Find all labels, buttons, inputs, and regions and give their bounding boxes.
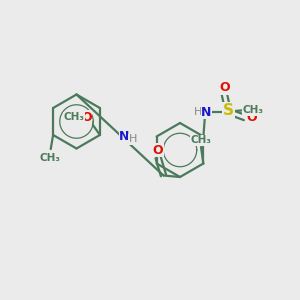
Text: H: H (129, 134, 137, 145)
Text: H: H (194, 107, 202, 118)
Text: CH₃: CH₃ (190, 135, 212, 146)
Text: CH₃: CH₃ (243, 105, 264, 115)
Text: N: N (119, 130, 130, 143)
Text: O: O (246, 111, 257, 124)
Text: O: O (219, 81, 230, 94)
Text: S: S (223, 103, 234, 118)
Text: O: O (81, 111, 92, 124)
Text: O: O (153, 143, 164, 157)
Text: CH₃: CH₃ (40, 153, 61, 163)
Text: CH₃: CH₃ (63, 112, 84, 122)
Text: N: N (201, 106, 212, 119)
